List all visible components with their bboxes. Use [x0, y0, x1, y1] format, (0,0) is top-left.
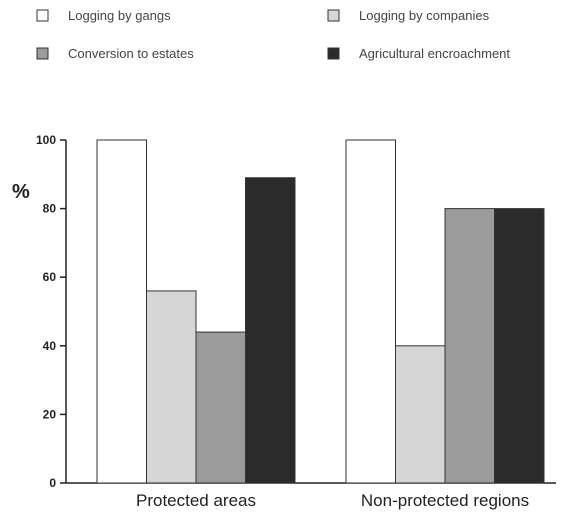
- y-tick-label: 100: [36, 133, 56, 147]
- bar-non-protected-regions-conversion-to-estates: [444, 208, 495, 484]
- legend-swatch: [327, 9, 340, 22]
- y-tick-label: 0: [49, 476, 56, 490]
- y-tick-label: 40: [43, 339, 57, 353]
- legend-item-logging-by-companies: Logging by companies: [327, 8, 490, 23]
- legend: Logging by gangs Logging by companies Conv…: [36, 8, 510, 61]
- bar-protected-areas-logging-by-companies: [146, 290, 197, 484]
- bar-non-protected-regions-agricultural-encroachment: [494, 208, 545, 484]
- legend-label: Logging by gangs: [68, 8, 171, 23]
- bar-protected-areas-conversion-to-estates: [195, 331, 246, 484]
- bar-protected-areas-logging-by-gangs: [96, 139, 147, 484]
- y-axis-label: %: [12, 181, 30, 203]
- bar-non-protected-regions-logging-by-gangs: [345, 139, 396, 484]
- legend-item-conversion-to-estates: Conversion to estates: [36, 46, 194, 61]
- x-tick-label-protected-areas: Protected areas: [136, 491, 256, 510]
- legend-item-logging-by-gangs: Logging by gangs: [36, 8, 171, 23]
- legend-swatch: [327, 47, 340, 60]
- legend-item-agricultural-encroachment: Agricultural encroachment: [327, 46, 510, 61]
- legend-label: Logging by companies: [359, 8, 490, 23]
- bar-non-protected-regions-logging-by-companies: [395, 345, 446, 484]
- bars: [96, 139, 545, 484]
- legend-label: Conversion to estates: [68, 46, 194, 61]
- legend-swatch: [36, 47, 49, 60]
- y-tick-label: 60: [43, 270, 57, 284]
- bar-protected-areas-agricultural-encroachment: [245, 177, 296, 484]
- legend-label: Agricultural encroachment: [359, 46, 510, 61]
- legend-swatch: [36, 9, 49, 22]
- x-tick-label-non-protected-regions: Non-protected regions: [361, 491, 529, 510]
- x-axis-labels: Protected areas Non-protected regions: [136, 491, 529, 510]
- y-tick-label: 20: [43, 407, 57, 421]
- y-tick-label: 80: [43, 202, 57, 216]
